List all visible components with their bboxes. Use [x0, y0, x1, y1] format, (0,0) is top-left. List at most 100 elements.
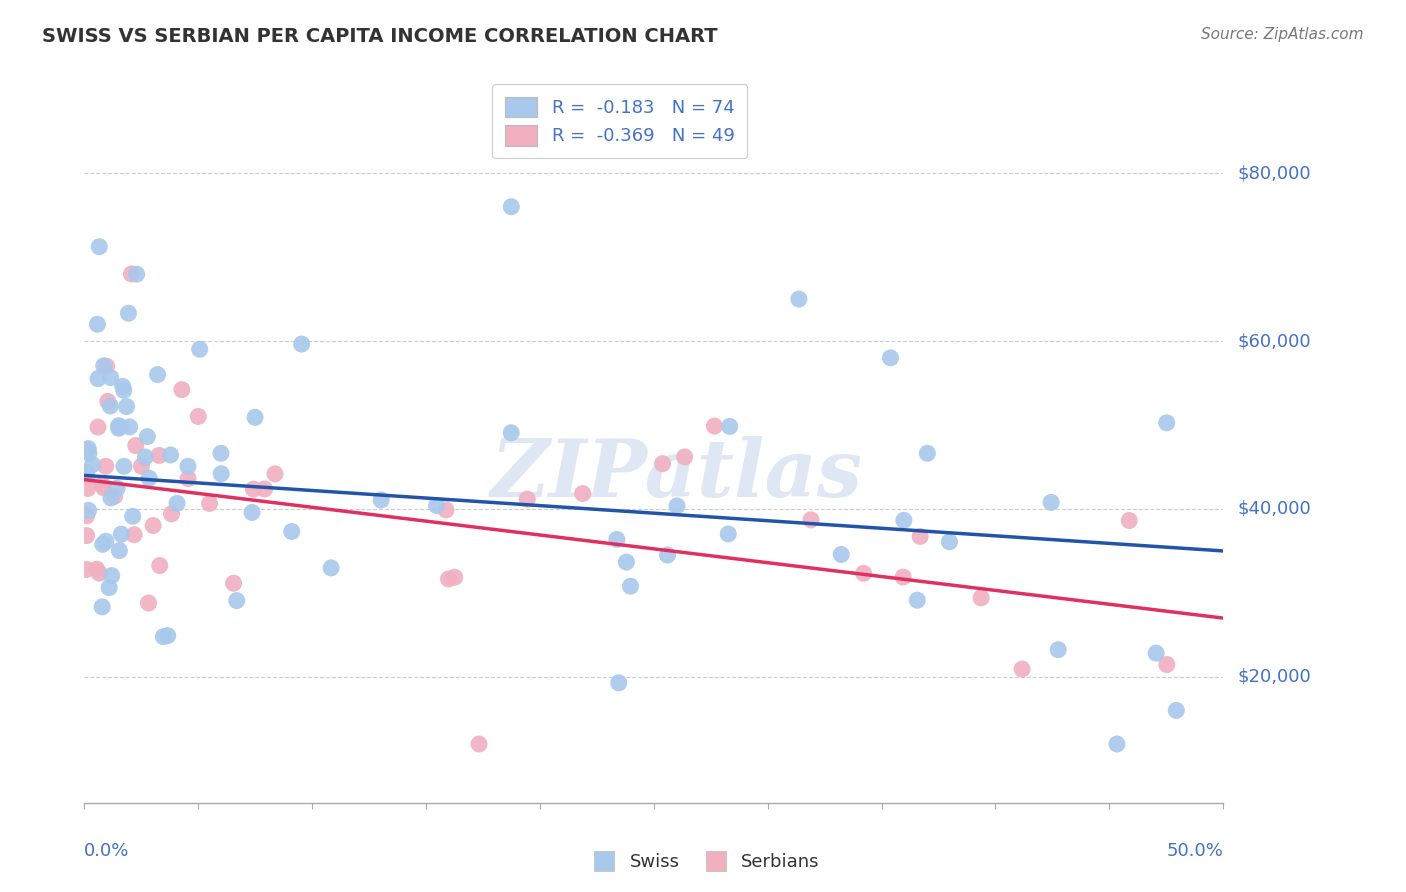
Point: [281, 524, 304, 539]
Text: $80,000: $80,000: [1237, 164, 1310, 182]
Point: [112, 384, 135, 398]
Point: [100, 568, 122, 582]
Point: [107, 418, 129, 433]
Text: SWISS VS SERBIAN PER CAPITA INCOME CORRELATION CHART: SWISS VS SERBIAN PER CAPITA INCOME CORRE…: [42, 27, 718, 45]
Point: [110, 420, 132, 434]
Point: [501, 425, 523, 440]
Point: [108, 543, 131, 558]
Point: [905, 593, 928, 607]
Text: Source: ZipAtlas.com: Source: ZipAtlas.com: [1201, 27, 1364, 42]
Point: [160, 507, 183, 521]
Point: [96, 359, 118, 374]
Point: [122, 527, 145, 541]
Point: [852, 566, 875, 581]
Point: [242, 482, 264, 496]
Point: [77, 442, 100, 456]
Point: [651, 457, 673, 471]
Point: [148, 449, 170, 463]
Point: [121, 509, 143, 524]
Point: [187, 409, 209, 424]
Point: [87, 371, 110, 385]
Point: [830, 548, 852, 562]
Point: [97, 394, 120, 409]
Point: [125, 267, 148, 281]
Point: [77, 446, 100, 460]
Point: [443, 570, 465, 584]
Point: [970, 591, 993, 605]
Point: [879, 351, 901, 365]
Point: [606, 533, 628, 547]
Point: [152, 630, 174, 644]
Point: [76, 508, 98, 523]
Point: [1047, 642, 1070, 657]
Point: [166, 496, 188, 510]
Point: [938, 534, 960, 549]
Point: [908, 529, 931, 543]
Point: [222, 576, 245, 591]
Legend: R =  -0.183   N = 74, R =  -0.369   N = 49: R = -0.183 N = 74, R = -0.369 N = 49: [492, 84, 747, 158]
Point: [77, 503, 100, 517]
Point: [76, 528, 98, 542]
Point: [188, 343, 211, 357]
Point: [321, 561, 343, 575]
Point: [98, 399, 121, 413]
Point: [516, 492, 538, 507]
Point: [468, 737, 491, 751]
Point: [111, 379, 134, 393]
Point: [501, 200, 523, 214]
Point: [1011, 662, 1033, 676]
Point: [198, 496, 221, 510]
Text: $20,000: $20,000: [1237, 668, 1310, 686]
Point: [91, 537, 114, 551]
Point: [1156, 416, 1178, 430]
Point: [177, 472, 200, 486]
Point: [100, 491, 122, 505]
Text: ZIPatlas: ZIPatlas: [491, 436, 863, 513]
Text: 50.0%: 50.0%: [1167, 842, 1223, 860]
Point: [138, 471, 160, 485]
Point: [673, 450, 696, 464]
Point: [264, 467, 287, 481]
Point: [177, 459, 200, 474]
Point: [665, 499, 688, 513]
Point: [138, 596, 160, 610]
Point: [76, 442, 98, 457]
Point: [703, 419, 725, 434]
Point: [149, 558, 172, 573]
Point: [125, 439, 148, 453]
Point: [91, 477, 114, 491]
Point: [209, 446, 232, 460]
Point: [136, 429, 159, 443]
Point: [87, 420, 110, 434]
Point: [115, 400, 138, 414]
Point: [787, 292, 810, 306]
Point: [94, 459, 117, 474]
Point: [1144, 646, 1167, 660]
Text: 0.0%: 0.0%: [84, 842, 129, 860]
Point: [104, 489, 127, 503]
Point: [170, 383, 193, 397]
Point: [86, 318, 108, 332]
Point: [93, 359, 115, 373]
Point: [253, 482, 276, 496]
Point: [91, 599, 114, 614]
Point: [607, 675, 630, 690]
Point: [76, 562, 98, 576]
Point: [717, 527, 740, 541]
Point: [240, 505, 263, 519]
Point: [94, 534, 117, 549]
Point: [100, 370, 122, 384]
Point: [131, 459, 153, 474]
Point: [112, 459, 135, 474]
Point: [1040, 495, 1063, 509]
Point: [891, 570, 914, 584]
Point: [105, 481, 128, 495]
Point: [98, 581, 121, 595]
Point: [437, 572, 460, 586]
Point: [291, 337, 314, 351]
Text: $60,000: $60,000: [1237, 332, 1310, 350]
Point: [225, 593, 247, 607]
Point: [107, 421, 129, 435]
Point: [800, 513, 823, 527]
Point: [76, 470, 98, 484]
